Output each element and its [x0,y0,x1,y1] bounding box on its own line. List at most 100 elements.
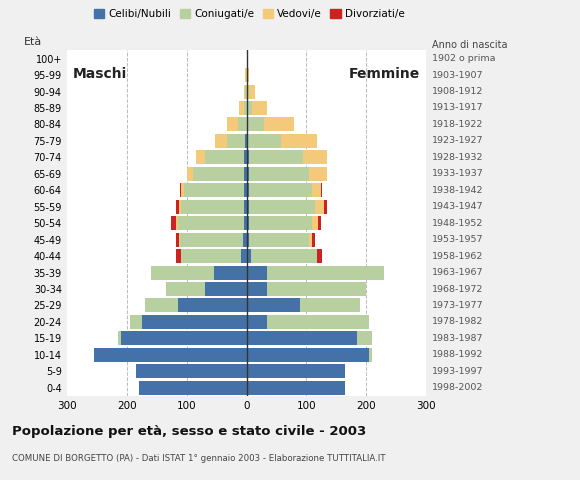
Text: 1918-1922: 1918-1922 [432,120,484,129]
Text: Anno di nascita: Anno di nascita [432,40,508,50]
Bar [246,381,345,395]
Bar [246,233,249,247]
Bar [184,183,244,197]
Bar [142,315,246,329]
Bar [246,216,249,230]
Bar [239,101,244,115]
Text: 1933-1937: 1933-1937 [432,169,484,179]
Bar [267,282,367,296]
Text: 1913-1917: 1913-1917 [432,104,484,112]
Text: 1958-1962: 1958-1962 [432,252,484,261]
Bar [245,134,246,148]
Bar [177,216,244,230]
Bar [205,282,246,296]
Bar [118,331,121,346]
Bar [246,84,249,98]
Text: 1983-1987: 1983-1987 [432,334,484,343]
Bar [166,282,205,296]
Bar [246,68,248,82]
Text: Età: Età [24,37,42,47]
Bar [93,348,246,362]
Legend: Celibi/Nubili, Coniugati/e, Vedovi/e, Divorziati/e: Celibi/Nubili, Coniugati/e, Vedovi/e, Di… [90,5,409,24]
Bar [303,150,327,164]
Bar [196,150,205,164]
Bar [241,249,246,263]
Bar [318,216,321,230]
Bar [129,315,142,329]
Bar [281,134,317,148]
Text: COMUNE DI BORGETTO (PA) - Dati ISTAT 1° gennaio 2003 - Elaborazione TUTTITALIA.I: COMUNE DI BORGETTO (PA) - Dati ISTAT 1° … [12,454,385,463]
Bar [246,150,249,164]
Text: 1988-1992: 1988-1992 [432,350,484,360]
Bar [313,216,318,230]
Text: 1963-1967: 1963-1967 [432,268,484,277]
Bar [248,68,249,82]
Bar [238,118,246,132]
Bar [181,200,244,214]
Bar [227,134,245,148]
Bar [244,101,246,115]
Bar [264,118,295,132]
Bar [176,200,179,214]
Bar [246,101,252,115]
Bar [244,150,246,164]
Bar [312,183,321,197]
Bar [249,150,303,164]
Bar [249,167,309,181]
Bar [246,364,345,378]
Bar [246,249,251,263]
Bar [213,265,246,279]
Bar [313,233,316,247]
Bar [205,150,244,164]
Bar [246,315,267,329]
Bar [176,249,180,263]
Bar [246,167,249,181]
Bar [244,167,246,181]
Bar [180,249,241,263]
Bar [249,183,312,197]
Bar [243,233,246,247]
Text: Femmine: Femmine [349,67,420,81]
Bar [324,200,327,214]
Bar [251,249,317,263]
Text: Maschi: Maschi [72,67,127,81]
Bar [315,200,324,214]
Bar [193,167,244,181]
Text: 1902 o prima: 1902 o prima [432,54,495,63]
Text: 1978-1982: 1978-1982 [432,317,484,326]
Text: 1923-1927: 1923-1927 [432,136,484,145]
Bar [187,167,193,181]
Bar [171,216,176,230]
Text: 1938-1942: 1938-1942 [432,186,484,195]
Bar [249,233,310,247]
Bar [215,134,227,148]
Bar [246,331,357,346]
Text: 1968-1972: 1968-1972 [432,285,484,294]
Bar [227,118,238,132]
Text: 1908-1912: 1908-1912 [432,87,484,96]
Bar [176,216,177,230]
Bar [249,216,313,230]
Bar [246,183,249,197]
Bar [246,265,267,279]
Bar [317,249,322,263]
Bar [249,200,315,214]
Bar [177,299,246,312]
Bar [176,233,179,247]
Bar [244,84,245,98]
Bar [180,233,243,247]
Bar [369,348,372,362]
Bar [246,52,248,66]
Bar [151,265,213,279]
Bar [244,183,246,197]
Bar [246,200,249,214]
Text: 1948-1952: 1948-1952 [432,219,484,228]
Text: 1903-1907: 1903-1907 [432,71,484,80]
Bar [267,315,369,329]
Bar [244,216,246,230]
Bar [144,299,177,312]
Bar [249,84,255,98]
Bar [136,364,246,378]
Text: Popolazione per età, sesso e stato civile - 2003: Popolazione per età, sesso e stato civil… [12,425,366,438]
Text: 1973-1977: 1973-1977 [432,301,484,310]
